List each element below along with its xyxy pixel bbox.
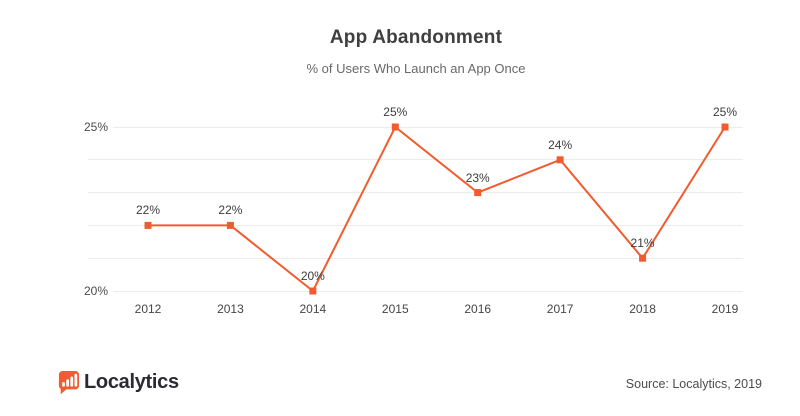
data-point-label: 22% bbox=[218, 203, 243, 218]
data-point-marker bbox=[639, 254, 647, 262]
chart-subtitle: % of Users Who Launch an App Once bbox=[306, 61, 526, 76]
x-axis-tick-label: 2014 bbox=[299, 302, 327, 316]
data-point-label: 24% bbox=[548, 137, 573, 152]
x-axis-tick-label: 2019 bbox=[711, 302, 739, 316]
data-point-marker bbox=[309, 287, 317, 295]
x-axis-tick-label: 2017 bbox=[546, 302, 574, 316]
y-axis-tick-label: 20% bbox=[84, 282, 114, 300]
data-point-label: 23% bbox=[465, 170, 490, 185]
data-point-label: 21% bbox=[630, 236, 655, 251]
trend-line bbox=[148, 125, 726, 293]
grid-line bbox=[88, 290, 743, 292]
x-axis-tick-label: 2015 bbox=[381, 302, 409, 316]
localytics-logo-text: Localytics bbox=[84, 371, 179, 393]
data-point-label: 25% bbox=[383, 105, 408, 119]
grid-line bbox=[88, 126, 743, 128]
bar-chart-speech-bubble-icon bbox=[58, 371, 80, 395]
chart-title: App Abandonment bbox=[329, 27, 503, 48]
data-point-marker bbox=[144, 221, 152, 229]
x-axis-tick-label: 2012 bbox=[134, 302, 162, 316]
localytics-logo: Localytics bbox=[58, 370, 179, 395]
data-point-marker bbox=[556, 156, 564, 164]
x-axis-tick-label: 2016 bbox=[464, 302, 492, 316]
data-point-label: 20% bbox=[300, 269, 325, 283]
grid-line bbox=[88, 159, 743, 161]
data-point-label: 25% bbox=[712, 105, 738, 119]
data-point-marker bbox=[391, 123, 399, 131]
data-point-label: 22% bbox=[135, 203, 161, 218]
data-point-marker bbox=[474, 189, 482, 197]
grid-line bbox=[88, 257, 743, 259]
grid-line bbox=[88, 192, 743, 194]
grid-line bbox=[88, 224, 743, 226]
x-axis-tick-label: 2018 bbox=[629, 302, 656, 316]
data-point-marker bbox=[226, 221, 234, 229]
x-axis-tick-label: 2013 bbox=[217, 302, 244, 316]
source-text: Source: Localytics, 2019 bbox=[625, 377, 762, 391]
y-axis-tick-label: 25% bbox=[84, 118, 114, 136]
data-point-marker bbox=[721, 123, 729, 131]
